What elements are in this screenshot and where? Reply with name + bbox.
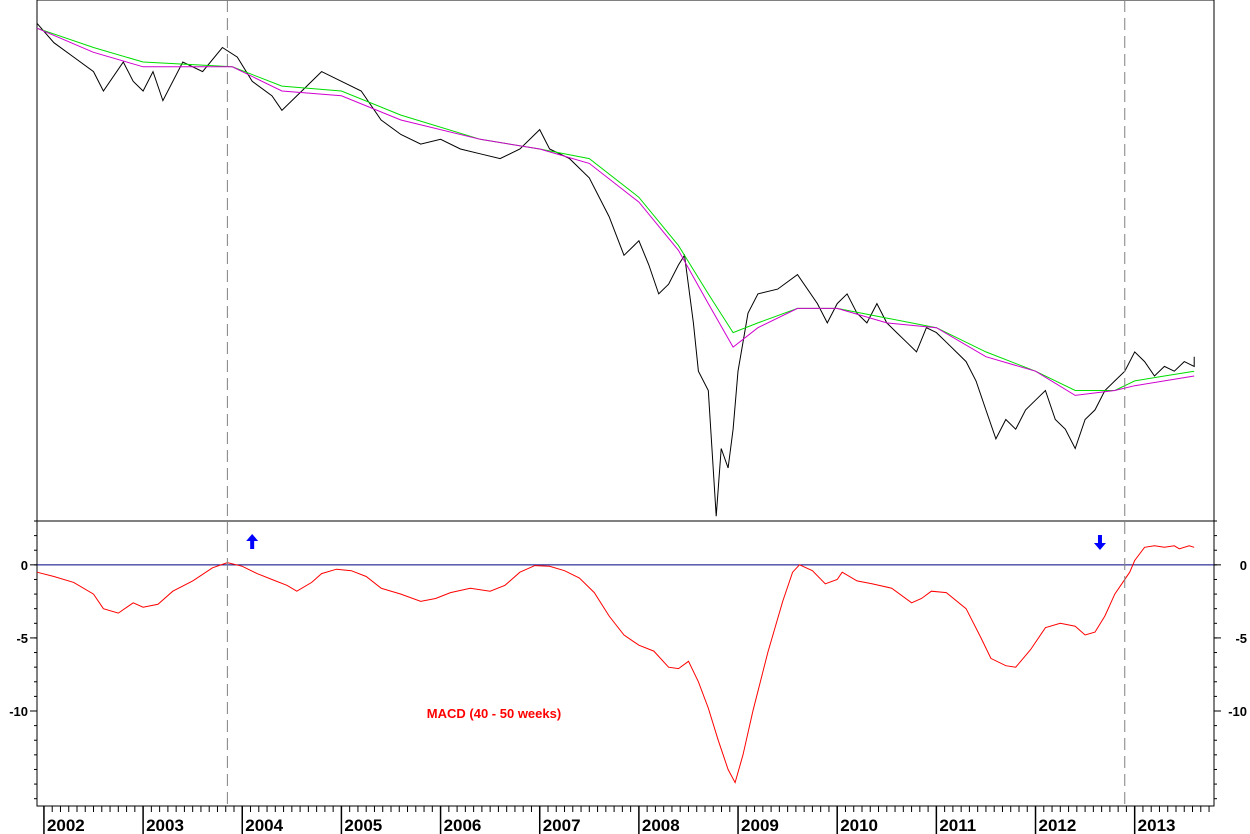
x-tick-label: 2002 — [47, 816, 85, 834]
x-axis: 2002 2003 2004 2005 2006 2007 2008 2009 2010 2011… — [37, 805, 1214, 834]
macd-panel: 0 0 -5 -5 -10 -10 MACD (40 - 50 weeks) — [9, 520, 1247, 807]
price-series-line-2 — [36, 27, 1195, 396]
x-tick-label: 2013 — [1138, 816, 1176, 834]
x-tick-label: 2006 — [444, 816, 482, 834]
macd-tick-label-right: -10 — [1228, 704, 1247, 719]
signal-arrow-up-icon — [246, 534, 259, 549]
price-series-line-1 — [36, 27, 1195, 391]
signal-arrows — [246, 534, 1106, 550]
x-tick-label: 2008 — [642, 816, 680, 834]
signal-lines — [226, 0, 1126, 806]
price-series-group — [36, 22, 1195, 517]
price-panel-frame — [36, 0, 1215, 522]
macd-tick-label-left: 0 — [21, 558, 28, 573]
macd-annotation: MACD (40 - 50 weeks) — [427, 706, 561, 721]
x-tick-label: 2009 — [741, 816, 779, 834]
x-tick-label: 2003 — [146, 816, 184, 834]
x-tick-label: 2012 — [1039, 816, 1077, 834]
price-panel — [36, 0, 1215, 522]
macd-tick-label-right: 0 — [1240, 558, 1247, 573]
x-tick-label: 2010 — [840, 816, 878, 834]
price-series-line-0 — [36, 22, 1195, 517]
macd-series-line-0 — [36, 545, 1195, 784]
x-tick-label: 2007 — [543, 816, 581, 834]
macd-tick-label-left: -5 — [16, 631, 28, 646]
signal-arrow-down-icon — [1093, 535, 1106, 550]
macd-tick-label-left: -10 — [9, 704, 28, 719]
macd-y-axis: 0 0 -5 -5 -10 -10 — [9, 520, 1247, 800]
x-tick-label: 2005 — [344, 816, 382, 834]
x-tick-label: 2004 — [245, 816, 283, 834]
macd-tick-label-right: -5 — [1235, 631, 1247, 646]
x-tick-label: 2011 — [939, 816, 976, 834]
macd-panel-frame — [36, 520, 1215, 807]
macd-series-group — [36, 545, 1195, 784]
